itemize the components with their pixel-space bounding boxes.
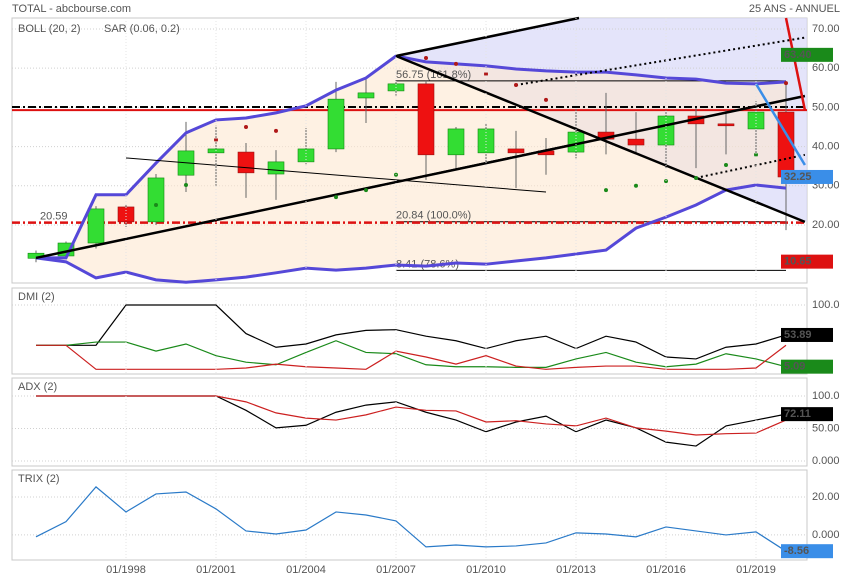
sar-dot [544, 97, 548, 102]
sar-dot [784, 81, 788, 86]
x-tick-label: 01/2019 [736, 564, 776, 576]
trend-line [695, 153, 806, 179]
legend-sar: SAR (0.06, 0.2) [104, 23, 180, 35]
y-tick-label: 0.000 [812, 529, 840, 541]
price-label: 72.11 [784, 408, 811, 420]
trix-panel [11, 469, 808, 561]
price-label: 10.65 [784, 256, 812, 268]
x-tick-label: 01/1998 [106, 564, 146, 576]
y-tick-label: 100.0 [812, 390, 840, 402]
x-tick-label: 01/2016 [646, 564, 686, 576]
candle-body [147, 177, 165, 223]
sar-dot [184, 182, 188, 187]
series-line [35, 486, 787, 552]
level-label: 8.41 (78.6%) [396, 258, 459, 270]
bollinger-lower [35, 183, 787, 284]
sar-dot [454, 61, 458, 66]
series-line [36, 304, 787, 360]
panel-title: TRIX (2) [18, 473, 60, 485]
candle-body [117, 206, 135, 223]
sar-dot [244, 124, 248, 129]
y-tick-label: 0.000 [812, 455, 840, 467]
x-tick-label: 01/2001 [196, 564, 236, 576]
panel-title: ADX (2) [18, 381, 57, 393]
price-label-box [781, 254, 833, 269]
trend-line [395, 54, 806, 224]
y-tick-label: 70.00 [812, 23, 840, 35]
y-tick-label: 50.00 [812, 422, 840, 434]
x-tick-label: 01/2013 [556, 564, 596, 576]
sar-dot [664, 179, 668, 184]
adx-panel [11, 377, 808, 467]
candle-body [87, 208, 105, 244]
candle-body [507, 148, 525, 154]
level-label: 20.59 [40, 211, 68, 223]
sar-dot [364, 188, 368, 193]
trend-line [784, 17, 807, 111]
dmi-panel [11, 287, 808, 375]
trend-line [35, 144, 571, 259]
price-label-box [781, 359, 833, 374]
price-label-box [781, 327, 833, 342]
panel-title: DMI (2) [18, 291, 55, 303]
sar-dot [754, 152, 758, 157]
trend-line [515, 36, 806, 87]
y-tick-label: 50.00 [812, 101, 840, 113]
sar-dot [514, 83, 518, 88]
sar-dot [154, 202, 158, 207]
candle-body [477, 128, 495, 154]
price-label-box [781, 169, 833, 184]
price-label: 63.40 [784, 49, 812, 61]
price-label: 32.25 [784, 171, 812, 183]
y-tick-label: 20.00 [812, 219, 840, 231]
candle-body [627, 138, 645, 146]
bollinger-upper [36, 54, 787, 260]
price-label: 53.89 [784, 329, 812, 341]
candle-body [717, 123, 735, 127]
candle-body [447, 128, 465, 156]
x-tick-label: 01/2007 [376, 564, 416, 576]
legend-boll: BOLL (20, 2) [18, 23, 81, 35]
price-label: -8.56 [784, 545, 809, 557]
sar-dot [604, 188, 608, 193]
y-tick-label: 60.00 [812, 62, 840, 74]
x-tick-label: 01/2004 [286, 564, 326, 576]
sar-dot [274, 128, 278, 133]
level-label: 20.84 (100.0%) [396, 210, 471, 222]
series-line [36, 395, 787, 436]
header-left: TOTAL - abcbourse.com [12, 3, 131, 15]
trend-line [395, 16, 580, 58]
candle-body [237, 151, 255, 174]
sar-dot [334, 195, 338, 200]
header-right: 25 ANS - ANNUEL [749, 3, 840, 15]
candle-body [297, 148, 315, 163]
series-line [36, 344, 787, 370]
candle-body [357, 92, 375, 99]
sar-dot [484, 72, 488, 77]
sar-dot [724, 163, 728, 168]
sar-dot [424, 55, 428, 60]
candle-body [417, 83, 435, 156]
sar-dot [694, 175, 698, 180]
price-label: 5.09 [784, 361, 805, 373]
sar-dot [634, 183, 638, 188]
candle-body [267, 161, 285, 175]
series-line [36, 340, 787, 368]
price-label-box [781, 407, 833, 422]
sar-dot [214, 137, 218, 142]
price-label-box [781, 544, 833, 559]
candle-body [327, 98, 345, 150]
y-tick-label: 100.0 [812, 299, 840, 311]
y-tick-label: 20.00 [812, 491, 840, 503]
y-tick-label: 40.00 [812, 140, 840, 152]
band-fill [36, 56, 786, 283]
x-tick-label: 01/2010 [466, 564, 506, 576]
trend-line [754, 83, 806, 166]
price-label-box [781, 47, 833, 62]
trend-line [125, 157, 547, 193]
